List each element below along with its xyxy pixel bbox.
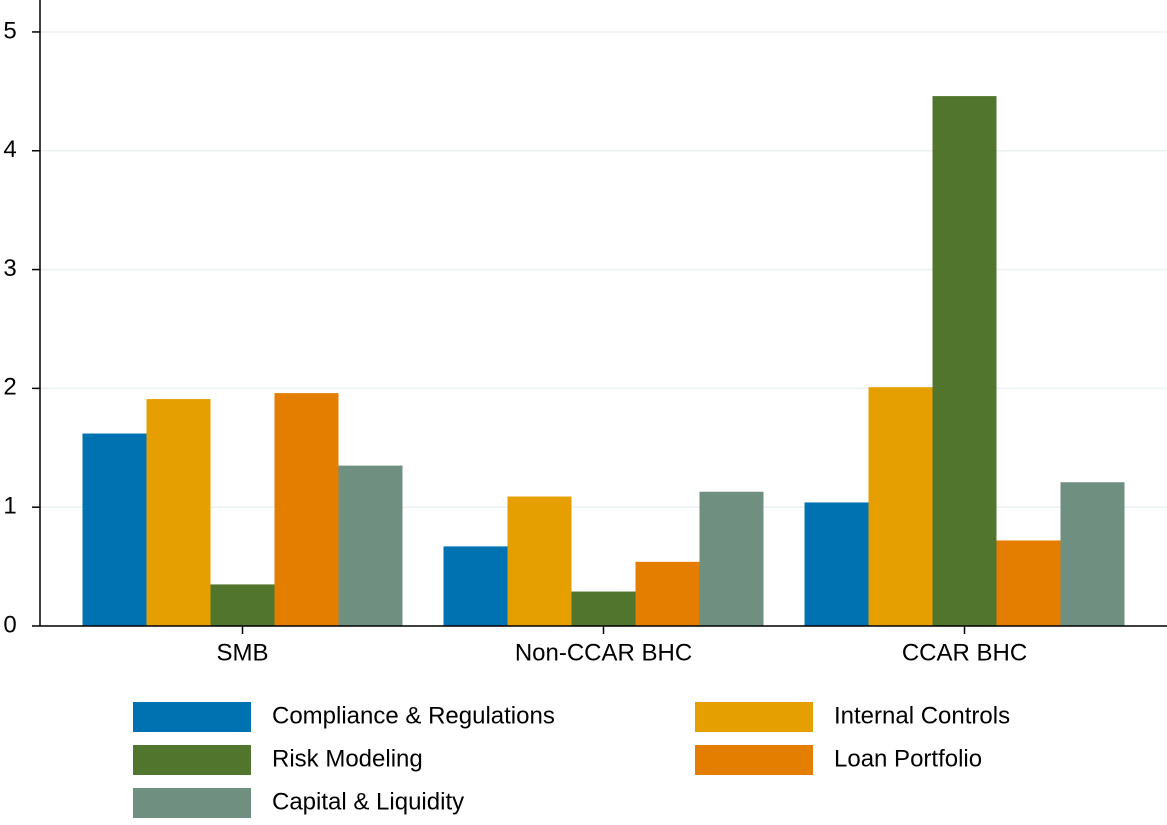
- bar: [210, 584, 275, 626]
- bar: [996, 540, 1061, 626]
- bar: [699, 491, 764, 626]
- legend-label: Risk Modeling: [272, 745, 423, 772]
- legend-label: Internal Controls: [834, 702, 1010, 729]
- x-tick-label: CCAR BHC: [902, 639, 1027, 666]
- bar: [82, 433, 147, 626]
- legend-label: Capital & Liquidity: [272, 788, 464, 815]
- legend-swatch: [695, 745, 813, 775]
- legend-label: Compliance & Regulations: [272, 702, 555, 729]
- bar: [635, 561, 700, 626]
- y-tick-label: 5: [3, 17, 16, 44]
- y-tick-label: 4: [3, 136, 16, 163]
- bar: [571, 591, 636, 626]
- legend-swatch: [133, 702, 251, 732]
- y-tick-label: 3: [3, 255, 16, 282]
- bar: [443, 546, 508, 626]
- bar: [932, 96, 997, 627]
- legend-label: Loan Portfolio: [834, 745, 982, 772]
- legend-swatch: [133, 745, 251, 775]
- bar: [868, 387, 933, 626]
- bar: [274, 393, 339, 626]
- bar: [804, 502, 869, 626]
- x-tick-label: SMB: [216, 639, 268, 666]
- y-tick-label: 1: [3, 493, 16, 520]
- bar: [338, 465, 403, 626]
- x-tick-label: Non-CCAR BHC: [515, 639, 692, 666]
- legend-swatch: [695, 702, 813, 732]
- y-tick-label: 2: [3, 374, 16, 401]
- bar: [146, 399, 211, 626]
- bar: [1060, 482, 1125, 626]
- bar: [507, 496, 572, 626]
- legend-swatch: [133, 788, 251, 818]
- y-tick-label: 0: [3, 611, 16, 638]
